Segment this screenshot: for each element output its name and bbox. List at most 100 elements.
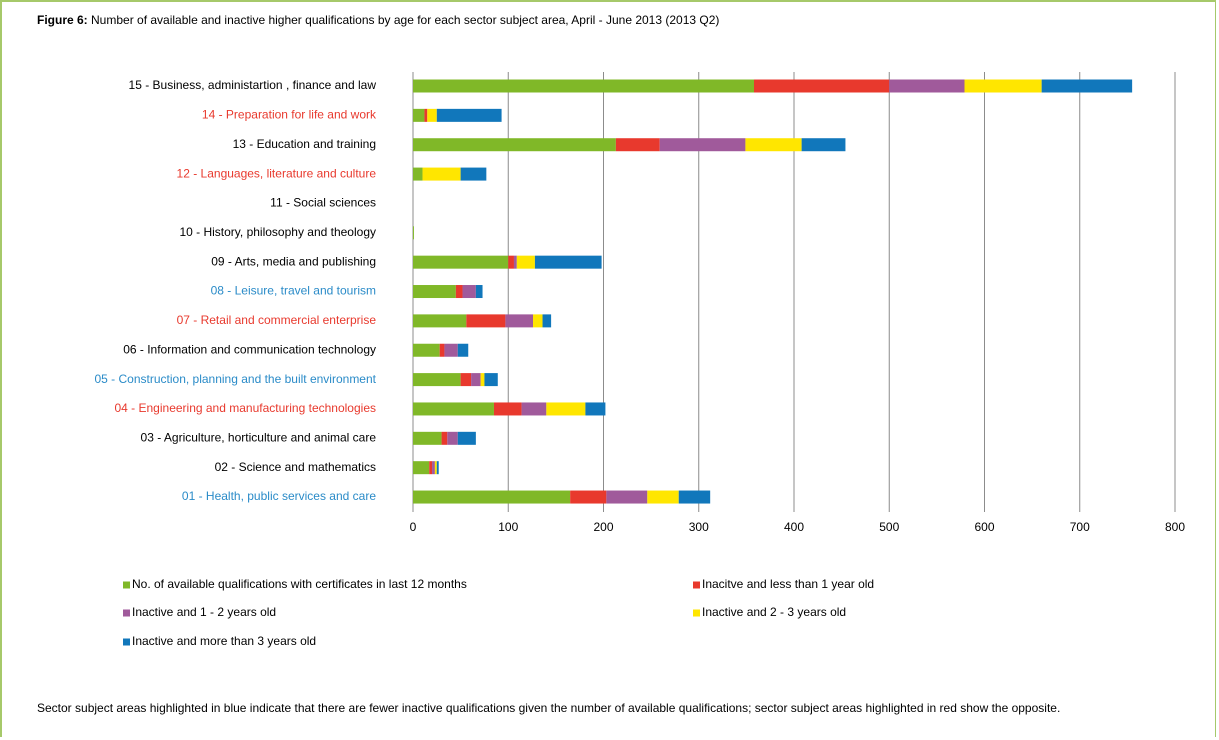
bar-segment xyxy=(432,461,435,475)
bar-segment xyxy=(484,373,498,387)
x-tick-label: 100 xyxy=(498,520,518,534)
bar-segment xyxy=(615,138,660,152)
bar-segment xyxy=(585,402,606,416)
bar-segment xyxy=(427,108,437,122)
bar-segment xyxy=(413,461,430,475)
bar-segment xyxy=(753,79,890,93)
bar-segment xyxy=(441,431,448,445)
x-tick-label: 300 xyxy=(689,520,709,534)
bar-segment xyxy=(493,402,522,416)
title-text: Number of available and inactive higher … xyxy=(91,13,720,27)
bar-segment xyxy=(460,373,472,387)
y-tick-label: 10 - History, philosophy and theology xyxy=(179,225,376,239)
bar-segment xyxy=(533,314,543,328)
bar-segment xyxy=(542,314,552,328)
y-tick-label: 11 - Social sciences xyxy=(270,196,376,210)
bar-segment xyxy=(513,255,517,269)
bar-segment xyxy=(424,108,428,122)
y-tick-label: 04 - Engineering and manufacturing techn… xyxy=(114,401,376,415)
bar-segment xyxy=(460,167,487,181)
chart-title: Figure 6: Number of available and inacti… xyxy=(37,13,719,27)
y-tick-label: 06 - Information and communication techn… xyxy=(123,342,376,356)
x-tick-label: 700 xyxy=(1070,520,1090,534)
figure-label: Figure 6: xyxy=(37,13,88,27)
y-tick-label: 13 - Education and training xyxy=(233,137,376,151)
bar-segment xyxy=(508,255,514,269)
bar-segment xyxy=(413,373,461,387)
legend-swatch xyxy=(693,581,700,589)
x-tick-label: 400 xyxy=(784,520,804,534)
legend-swatch xyxy=(123,638,130,646)
bar-segment xyxy=(647,490,679,504)
y-tick-label: 12 - Languages, literature and culture xyxy=(177,166,377,180)
bar-segment xyxy=(516,255,535,269)
y-tick-label: 08 - Leisure, travel and tourism xyxy=(211,284,376,298)
legend-swatch xyxy=(123,609,130,617)
bar-segment xyxy=(413,490,571,504)
bar-segment xyxy=(436,461,439,475)
bar-segment xyxy=(570,490,607,504)
legend-label: Inacitve and less than 1 year old xyxy=(702,577,874,591)
bar-segment xyxy=(466,314,506,328)
x-tick-label: 0 xyxy=(410,520,417,534)
bar-segment xyxy=(436,108,502,122)
x-tick-label: 500 xyxy=(879,520,899,534)
bar-segment xyxy=(447,431,458,445)
bar-segment xyxy=(457,431,476,445)
y-tick-label: 09 - Arts, media and publishing xyxy=(211,254,376,268)
bar-segment xyxy=(413,138,616,152)
y-tick-label: 15 - Business, administartion , finance … xyxy=(129,78,377,92)
bar-segment xyxy=(455,285,463,299)
bar-segment xyxy=(434,461,437,475)
legend-label: No. of available qualifications with cer… xyxy=(132,577,467,591)
legend-swatch xyxy=(123,581,130,589)
bar-segment xyxy=(505,314,534,328)
bar-segment xyxy=(439,343,445,357)
bar-segment xyxy=(606,490,648,504)
x-tick-label: 800 xyxy=(1165,520,1185,534)
bar-segment xyxy=(462,285,476,299)
footnote: Sector subject areas highlighted in blue… xyxy=(37,701,1061,715)
legend-label: Inactive and 2 - 3 years old xyxy=(702,605,846,619)
bar-segment xyxy=(413,314,467,328)
bar-segment xyxy=(413,108,425,122)
bar-segment xyxy=(413,255,509,269)
bar-segment xyxy=(534,255,602,269)
bar-segment xyxy=(659,138,746,152)
bar-segment xyxy=(521,402,547,416)
bar-segment xyxy=(413,431,442,445)
bar-segment xyxy=(413,343,440,357)
y-tick-label: 01 - Health, public services and care xyxy=(182,489,376,503)
bar-segment xyxy=(444,343,458,357)
x-tick-label: 200 xyxy=(593,520,613,534)
bar-segment xyxy=(413,79,754,93)
bar-segment xyxy=(889,79,965,93)
bar-segment xyxy=(475,285,483,299)
bar-segment xyxy=(422,167,461,181)
legend-swatch xyxy=(693,609,700,617)
bar-segment xyxy=(413,167,423,181)
bar-segment xyxy=(801,138,846,152)
bar-segment xyxy=(413,226,414,240)
y-tick-label: 05 - Construction, planning and the buil… xyxy=(94,372,376,386)
bar-segment xyxy=(429,461,433,475)
legend-label: Inactive and 1 - 2 years old xyxy=(132,605,276,619)
bar-segment xyxy=(480,373,485,387)
legend-label: Inactive and more than 3 years old xyxy=(132,634,316,648)
bar-segment xyxy=(546,402,586,416)
y-tick-label: 02 - Science and mathematics xyxy=(215,460,376,474)
y-tick-label: 07 - Retail and commercial enterprise xyxy=(177,313,377,327)
y-tick-label: 03 - Agriculture, horticulture and anima… xyxy=(141,430,377,444)
bar-segment xyxy=(413,402,494,416)
bar-segment xyxy=(1041,79,1133,93)
bar-segment xyxy=(678,490,711,504)
bar-segment xyxy=(745,138,802,152)
y-tick-label: 14 - Preparation for life and work xyxy=(202,108,377,122)
bar-segment xyxy=(457,343,469,357)
bar-segment xyxy=(964,79,1042,93)
bar-segment xyxy=(413,285,456,299)
bar-segment xyxy=(471,373,481,387)
